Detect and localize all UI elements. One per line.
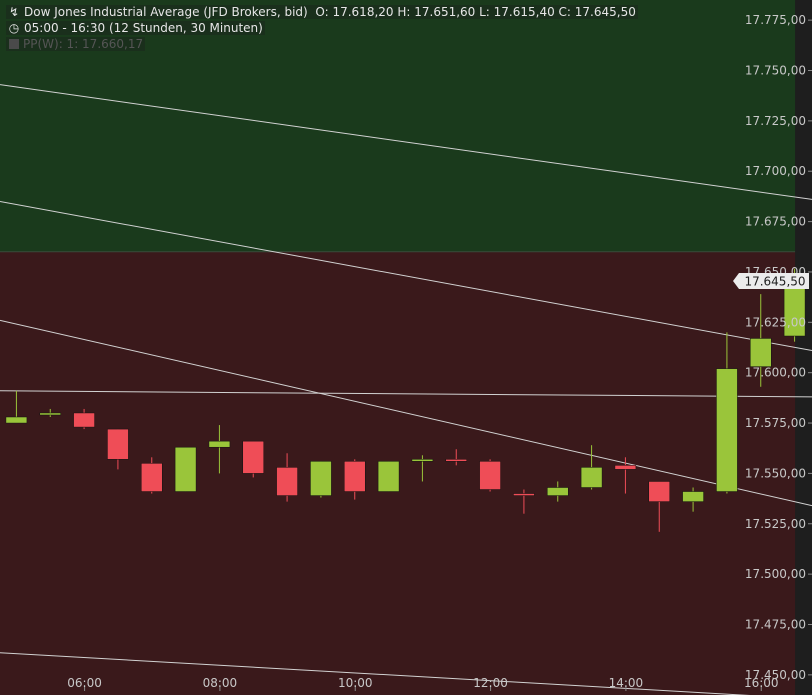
candle-body bbox=[208, 440, 231, 448]
y-tick-label: 17.575,00 bbox=[745, 416, 806, 430]
x-tick-label: 08:00 bbox=[203, 676, 238, 690]
candle-body bbox=[310, 461, 332, 496]
candlestick-icon: ↯ bbox=[8, 5, 20, 19]
candle-body bbox=[445, 459, 467, 462]
indicator-swatch bbox=[9, 39, 19, 49]
candle-body bbox=[614, 465, 637, 470]
candle-body bbox=[276, 467, 298, 496]
candle-body bbox=[73, 412, 95, 428]
candle-body bbox=[344, 461, 366, 492]
candle-body bbox=[547, 487, 569, 496]
session-time: 05:00 - 16:30 (12 Stunden, 30 Minuten) bbox=[24, 21, 263, 35]
ohlc-values: O: 17.618,20 H: 17.651,60 L: 17.615,40 C… bbox=[315, 5, 636, 19]
candle-body bbox=[479, 461, 501, 490]
candle-body bbox=[580, 467, 603, 488]
y-tick-label: 17.525,00 bbox=[745, 517, 806, 531]
y-tick-label: 17.500,00 bbox=[745, 567, 806, 581]
x-tick-label: 14:00 bbox=[609, 676, 644, 690]
indicator-label: PP(W): 1: 17.660,17 bbox=[23, 37, 144, 51]
x-tick-label: 06:00 bbox=[67, 676, 102, 690]
zone-upper bbox=[0, 0, 796, 252]
candle-body bbox=[513, 493, 535, 496]
candle-body bbox=[411, 459, 434, 462]
y-tick-label: 17.700,00 bbox=[745, 164, 806, 178]
y-tick-label: 17.550,00 bbox=[745, 466, 806, 480]
last-price-tag-shape bbox=[733, 273, 809, 290]
candle-body bbox=[716, 368, 738, 492]
clock-icon: ◷ bbox=[8, 21, 20, 35]
y-tick-label: 17.600,00 bbox=[745, 366, 806, 380]
y-tick-label: 17.775,00 bbox=[745, 13, 806, 27]
candle-body bbox=[141, 463, 163, 492]
y-tick-label: 17.625,00 bbox=[745, 315, 806, 329]
y-tick-label: 17.675,00 bbox=[745, 215, 806, 229]
indicator-header[interactable]: PP(W): 1: 17.660,17 bbox=[6, 37, 146, 51]
session-header: ◷ 05:00 - 16:30 (12 Stunden, 30 Minuten) bbox=[6, 21, 265, 35]
trendlines bbox=[0, 84, 812, 695]
y-axis-ticks bbox=[808, 19, 812, 676]
trendline bbox=[0, 319, 812, 507]
candle-body bbox=[242, 440, 264, 474]
candle-body bbox=[682, 491, 704, 502]
x-axis-ticks: 06:00 08:00 10:00 12:00 14:00 16:00 bbox=[67, 676, 779, 691]
y-tick-label: 17.450,00 bbox=[745, 668, 806, 682]
trendline bbox=[0, 652, 751, 695]
trendline bbox=[0, 200, 812, 352]
x-tick-label: 16:00 bbox=[744, 676, 779, 690]
x-tick-label: 10:00 bbox=[338, 676, 373, 690]
candle-body bbox=[5, 416, 28, 424]
trendline bbox=[0, 84, 812, 200]
last-price-tag: 17.645,50 bbox=[733, 273, 809, 290]
candle-body bbox=[750, 338, 772, 367]
last-price-label: 17.645,50 bbox=[744, 275, 805, 289]
candles bbox=[5, 268, 806, 532]
y-tick-label: 17.475,00 bbox=[745, 617, 806, 631]
candle-body bbox=[107, 428, 129, 460]
candle-body bbox=[174, 446, 197, 492]
candle-body bbox=[39, 412, 61, 416]
candle-body bbox=[648, 481, 670, 502]
y-tick-label: 17.750,00 bbox=[745, 64, 806, 78]
candle-body bbox=[377, 461, 400, 492]
instrument-header: ↯ Dow Jones Industrial Average (JFD Broke… bbox=[6, 5, 638, 19]
instrument-name: Dow Jones Industrial Average (JFD Broker… bbox=[24, 5, 308, 19]
y-axis-labels: 17.775,00 17.750,00 17.725,00 17.700,00 17.6… bbox=[745, 13, 806, 682]
trendline bbox=[0, 390, 812, 398]
y-tick-label: 17.725,00 bbox=[745, 114, 806, 128]
x-tick-label: 12:00 bbox=[473, 676, 508, 690]
